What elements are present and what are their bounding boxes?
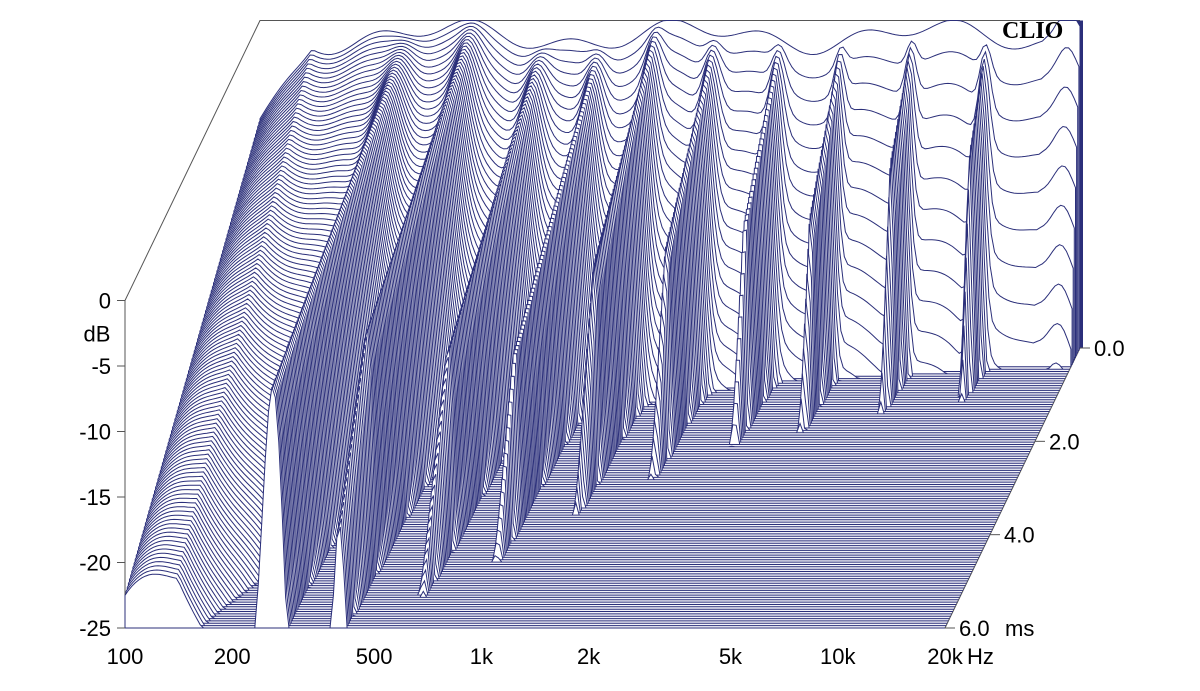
y-tick-label: -25 (79, 616, 111, 641)
x-tick-label: 100 (107, 644, 144, 669)
z-tick-label: 6.0 (959, 616, 990, 641)
x-tick-label: 200 (214, 644, 251, 669)
x-tick-label: 500 (356, 644, 393, 669)
x-tick-label: 5k (719, 644, 743, 669)
csd-slices (124, 20, 1081, 629)
back-wall-edge (124, 20, 1080, 301)
clio-logo-text: CLIO (1002, 18, 1063, 44)
y-tick-label: 0 (99, 289, 111, 314)
csd-slice (124, 386, 945, 629)
z-tick-label: 2.0 (1049, 429, 1080, 454)
x-tick-label: 2k (577, 644, 601, 669)
z-unit-label: ms (1005, 616, 1034, 641)
y-tick-label: -20 (79, 551, 111, 576)
y-tick-label: -5 (91, 354, 111, 379)
z-tick-label: 0.0 (1094, 336, 1125, 361)
x-tick-label: 20k (927, 644, 963, 669)
x-tick-label: 10k (820, 644, 856, 669)
y-tick-label: -10 (79, 420, 111, 445)
chart-axes: 100 200 500 1k 2k 5k 10k 20k Hz 0 -5 -10 -15 -20 -25 dB… (79, 289, 1124, 670)
y-axis-label: dB (84, 321, 111, 346)
x-tick-label: 1k (470, 644, 494, 669)
z-tick-label: 4.0 (1004, 523, 1035, 548)
x-unit-label: Hz (967, 644, 994, 669)
y-tick-label: -15 (79, 485, 111, 510)
